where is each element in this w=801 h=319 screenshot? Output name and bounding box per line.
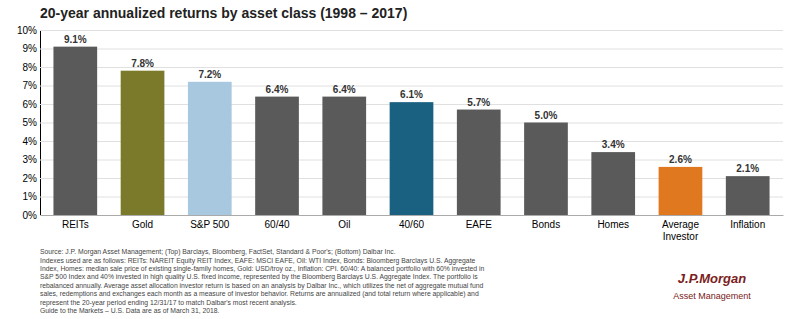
grid-line xyxy=(40,30,783,31)
data-label: 5.7% xyxy=(467,97,490,108)
x-tick-label-line: Bonds xyxy=(532,219,560,230)
x-tick-label-line: Oil xyxy=(338,219,350,230)
x-tick-label-line: 40/60 xyxy=(399,219,424,230)
y-tick-label: 5% xyxy=(23,117,38,128)
y-tick-label: 0% xyxy=(23,210,38,221)
y-tick-label: 10% xyxy=(17,25,37,36)
x-tick-label-line: S&P 500 xyxy=(190,219,230,230)
y-tick-label: 2% xyxy=(23,173,38,184)
source-note-line: Indexes used are as follows: REITs: NARE… xyxy=(40,257,476,265)
x-tick-label: 40/60 xyxy=(399,219,424,230)
data-label: 3.4% xyxy=(602,139,625,150)
x-tick-label-line: EAFE xyxy=(466,219,492,230)
x-tick: REITs xyxy=(62,215,89,230)
data-label: 2.1% xyxy=(736,163,759,174)
x-tick-label: Inflation xyxy=(730,219,765,230)
data-label: 7.2% xyxy=(198,69,221,80)
logo-subtext: Asset Management xyxy=(673,291,751,301)
x-axis: REITs Gold S&P 500 60/40 Oil 40/60 EAFE Bonds Ho… xyxy=(41,215,784,242)
y-tick-label: 1% xyxy=(23,191,38,202)
logo-text: J.P.Morgan xyxy=(678,271,746,286)
y-tick: 10% xyxy=(17,25,783,36)
x-tick: EAFE xyxy=(466,215,492,230)
grid-line xyxy=(40,215,783,216)
x-tick: Homes xyxy=(597,215,629,230)
bar xyxy=(255,97,299,215)
x-tick: S&P 500 xyxy=(190,215,230,230)
x-tick-label: EAFE xyxy=(466,219,492,230)
bar xyxy=(322,97,366,215)
source-note-line: S&P 500 Index and 40% invested in high q… xyxy=(40,273,478,281)
y-axis: 0% 1% 2% 3% 4% 5% 6% 7% 8% 9% 10% xyxy=(17,25,783,221)
x-axis-line xyxy=(41,215,784,216)
source-note-line: represent the 20-year period ending 12/3… xyxy=(40,299,297,307)
data-label: 7.8% xyxy=(131,58,154,69)
data-label: 5.0% xyxy=(535,110,558,121)
data-labels: 9.1% 7.8% 7.2% 6.4% 6.4% 6.1% 5.7% 5.0% 3.4% 2.6%… xyxy=(64,34,759,175)
bar xyxy=(659,167,703,215)
x-tick: 60/40 xyxy=(265,215,290,230)
source-note-line: sales, redemptions and exchanges each mo… xyxy=(40,290,479,298)
data-label: 2.6% xyxy=(669,154,692,165)
x-tick: Inflation xyxy=(730,215,765,230)
y-tick-label: 3% xyxy=(23,154,38,165)
plot: 0% 1% 2% 3% 4% 5% 6% 7% 8% 9% 10% REITs Gold S&P 500 6… xyxy=(17,25,784,242)
bar xyxy=(726,176,770,215)
x-tick-label: 60/40 xyxy=(265,219,290,230)
title: 20-year annualized returns by asset clas… xyxy=(40,5,407,21)
x-tick: 40/60 xyxy=(399,215,424,230)
source-note-line: rebalanced annually. Average asset alloc… xyxy=(40,282,484,290)
x-tick-label: Homes xyxy=(597,219,629,230)
y-tick-label: 7% xyxy=(23,80,38,91)
source-note-line: Index, Homes: median sale price of exist… xyxy=(40,265,485,273)
chart-svg: 20-year annualized returns by asset clas… xyxy=(0,0,801,319)
grid-line xyxy=(40,49,783,50)
bar xyxy=(53,47,97,215)
x-tick-label-line: Gold xyxy=(132,219,153,230)
data-label: 6.4% xyxy=(333,84,356,95)
y-tick-label: 4% xyxy=(23,136,38,147)
x-tick-label-line: 60/40 xyxy=(265,219,290,230)
x-tick: Bonds xyxy=(532,215,560,230)
data-label: 9.1% xyxy=(64,34,87,45)
chart-container: 20-year annualized returns by asset clas… xyxy=(0,0,801,319)
x-tick-label-line: Investor xyxy=(663,231,699,242)
bar xyxy=(121,71,165,215)
bar xyxy=(390,102,434,215)
y-tick-label: 6% xyxy=(23,99,38,110)
x-tick-label: REITs xyxy=(62,219,89,230)
x-tick-label: S&P 500 xyxy=(190,219,230,230)
x-tick: Gold xyxy=(132,215,153,230)
y-tick-label: 9% xyxy=(23,43,38,54)
x-tick-label-line: Average xyxy=(662,219,700,230)
x-tick-label: Gold xyxy=(132,219,153,230)
bars xyxy=(53,47,769,215)
data-label: 6.1% xyxy=(400,89,423,100)
x-tick-label-line: REITs xyxy=(62,219,89,230)
data-label: 6.4% xyxy=(266,84,289,95)
x-tick-label: Bonds xyxy=(532,219,560,230)
x-tick-label-line: Inflation xyxy=(730,219,765,230)
x-tick: Oil xyxy=(338,215,350,230)
x-tick: AverageInvestor xyxy=(662,215,700,242)
x-tick-label: Oil xyxy=(338,219,350,230)
bar xyxy=(524,123,568,216)
y-tick: 9% xyxy=(23,43,783,54)
y-tick-label: 8% xyxy=(23,62,38,73)
bar xyxy=(188,82,232,215)
x-tick-label-line: Homes xyxy=(597,219,629,230)
x-tick-label: AverageInvestor xyxy=(662,219,700,242)
bar xyxy=(457,110,501,215)
source-note-line: Source: J.P. Morgan Asset Management; (T… xyxy=(40,248,396,256)
source-note-line: Guide to the Markets – U.S. Data are as … xyxy=(40,307,220,314)
source-note: Source: J.P. Morgan Asset Management; (T… xyxy=(40,248,485,314)
bar xyxy=(591,152,635,215)
